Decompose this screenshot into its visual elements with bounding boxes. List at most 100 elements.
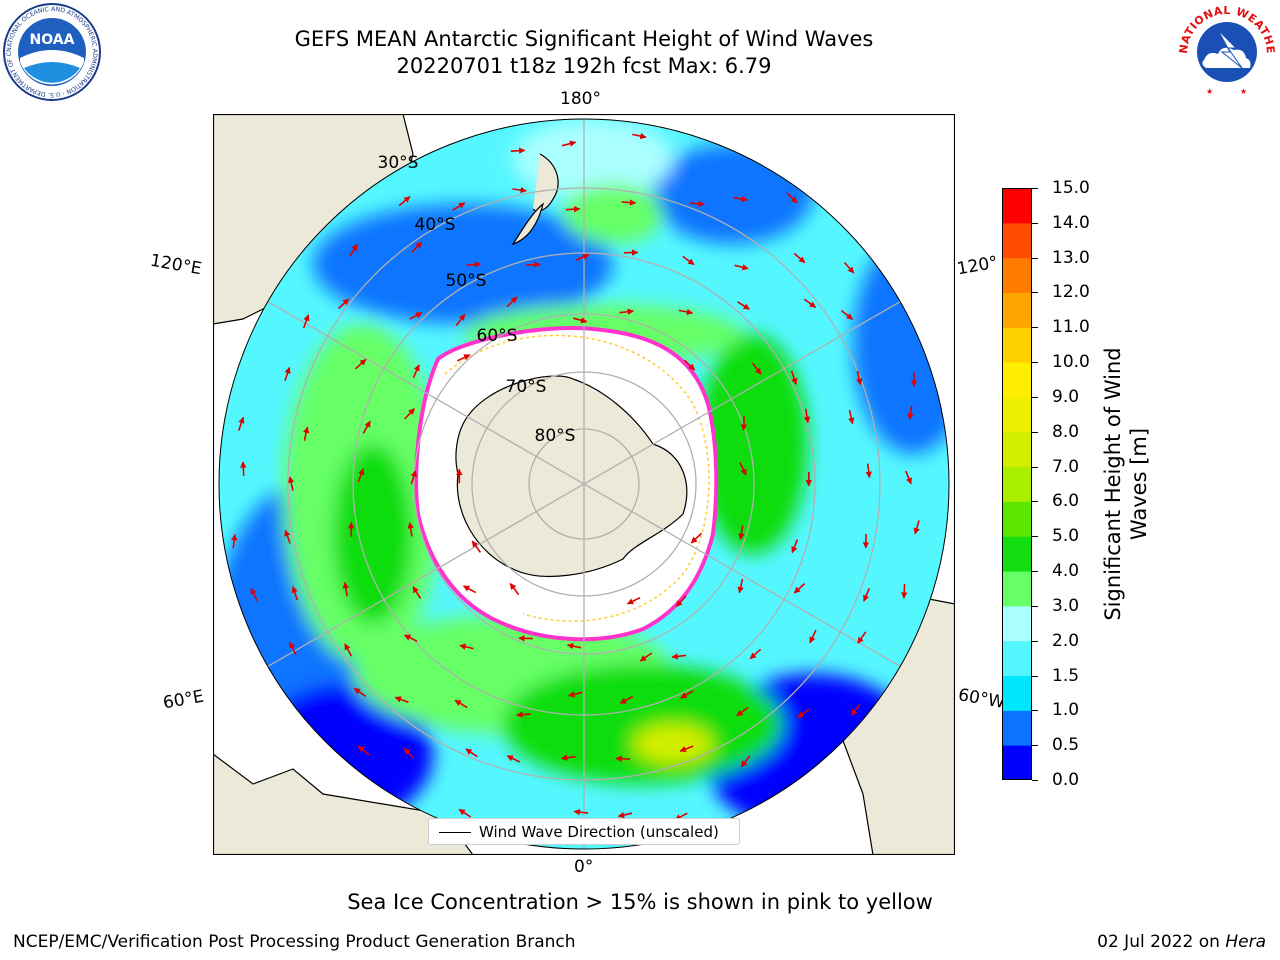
wave-direction-arrow	[690, 532, 703, 544]
wave-direction-arrow	[572, 317, 588, 324]
wave-direction-arrow	[250, 587, 258, 602]
wave-direction-arrow	[357, 468, 365, 483]
colorbar-segment	[1002, 222, 1032, 259]
colorbar-tick-mark	[1032, 571, 1038, 573]
colorbar-segment	[1002, 640, 1032, 677]
wave-direction-arrow	[291, 586, 298, 601]
wave-direction-arrow	[303, 426, 310, 441]
lon-label-120w: 120°	[955, 252, 1000, 280]
lat-label-50s: 50°S	[446, 271, 487, 291]
wave-direction-arrow	[857, 631, 867, 644]
colorbar-tick-label: 11.0	[1052, 317, 1090, 338]
wave-direction-arrow	[904, 470, 912, 485]
wave-direction-arrow	[410, 470, 417, 485]
wave-direction-arrow	[619, 308, 635, 315]
colorbar-tick-label: 9.0	[1052, 386, 1080, 407]
colorbar-tick-label: 1.5	[1052, 665, 1080, 686]
colorbar-tick-label: 0.5	[1052, 735, 1080, 756]
colorbar-segment	[1002, 501, 1032, 537]
colorbar-tick-mark	[1032, 745, 1038, 747]
wave-direction-arrow	[471, 540, 482, 553]
wave-direction-arrow	[349, 243, 359, 257]
colorbar-segment	[1002, 257, 1032, 293]
colorbar-tick-mark	[1032, 501, 1038, 503]
colorbar-tick-mark	[1032, 257, 1038, 259]
wave-direction-arrow	[671, 653, 687, 660]
colorbar-tick-mark	[1032, 362, 1038, 364]
wave-direction-arrow	[679, 745, 694, 753]
credit-text: NCEP/EMC/Verification Post Processing Pr…	[13, 932, 576, 952]
wave-direction-arrow	[516, 711, 531, 718]
wave-direction-arrow	[452, 202, 466, 211]
wave-direction-arrow	[506, 755, 521, 763]
wave-direction-arrow	[913, 520, 920, 535]
legend-label: Wind Wave Direction (unscaled)	[479, 823, 719, 841]
wave-direction-arrow	[412, 586, 422, 600]
colorbar-tick-mark	[1032, 605, 1038, 607]
wave-direction-arrow	[856, 370, 863, 386]
wave-direction-arrow	[342, 581, 349, 597]
colorbar-tick-mark	[1032, 675, 1038, 677]
wave-direction-arrow	[512, 186, 527, 194]
noaa-logo-icon: NATIONAL OCEANIC AND ATMOSPHERIC ADMINIS…	[2, 2, 101, 101]
colorbar-segment	[1002, 327, 1032, 363]
colorbar-tick-mark	[1032, 292, 1038, 294]
colorbar-tick-label: 13.0	[1052, 247, 1090, 268]
wave-direction-arrow	[678, 308, 694, 316]
wave-direction-arrow	[682, 255, 695, 266]
wave-direction-arrow	[573, 808, 589, 816]
colorbar-tick-label: 3.0	[1052, 595, 1080, 616]
colorbar-tick-mark	[1032, 327, 1038, 329]
colorbar-tick-label: 2.0	[1052, 630, 1080, 651]
colorbar-tick-label: 8.0	[1052, 421, 1080, 442]
wave-direction-arrow	[751, 362, 762, 375]
wave-direction-arrow	[459, 643, 474, 650]
wave-direction-arrow	[863, 587, 871, 602]
colorbar-tick-mark	[1032, 640, 1038, 642]
colorbar-segment	[1002, 675, 1032, 711]
colorbar-tick-label: 14.0	[1052, 212, 1090, 233]
wave-direction-arrow	[790, 370, 798, 385]
wave-direction-arrow	[337, 298, 350, 310]
lat-label-60s: 60°S	[477, 326, 518, 346]
wave-direction-arrow	[865, 463, 872, 479]
wave-direction-arrow	[841, 309, 854, 320]
wave-direction-arrow	[803, 408, 811, 424]
svg-text:★: ★	[1206, 87, 1213, 96]
wave-direction-arrow	[737, 578, 744, 594]
noaa-text: NOAA	[30, 32, 75, 48]
wave-direction-arrow	[354, 358, 367, 370]
wave-direction-arrow	[526, 261, 541, 268]
wave-direction-arrow	[797, 708, 810, 719]
wave-direction-arrow	[466, 261, 482, 268]
colorbar-tick-label: 12.0	[1052, 282, 1090, 303]
wave-direction-arrow	[617, 811, 633, 819]
wave-direction-arrow	[740, 755, 751, 768]
colorbar-tick-mark	[1032, 222, 1038, 224]
wave-direction-arrow	[843, 261, 855, 274]
wave-direction-arrow	[404, 408, 415, 420]
wave-direction-arrow	[509, 582, 520, 596]
wave-direction-arrow	[737, 301, 750, 310]
colorbar-frame	[1002, 188, 1032, 780]
wave-direction-arrow	[639, 652, 653, 662]
lat-label-70s: 70°S	[506, 377, 547, 397]
colorbar-label: Significant Height of Wind Waves [m]	[1101, 347, 1151, 621]
svg-text:★: ★	[1240, 87, 1247, 96]
wave-direction-arrow	[900, 584, 908, 599]
wave-direction-arrow	[568, 691, 583, 698]
graticule	[219, 119, 949, 849]
wave-direction-arrow	[738, 525, 745, 541]
wave-direction-arrow	[615, 755, 631, 762]
lat-label-30s: 30°S	[378, 153, 419, 173]
wave-direction-arrow	[739, 462, 747, 476]
wave-direction-arrow	[791, 539, 799, 554]
wave-direction-arrow	[284, 366, 291, 382]
wave-direction-arrow	[458, 808, 472, 818]
wave-direction-arrow	[626, 596, 641, 605]
wave-direction-arrow	[675, 595, 687, 607]
wave-direction-arrow	[803, 298, 817, 309]
wave-direction-arrow	[619, 695, 634, 705]
colorbar-segment	[1002, 396, 1032, 433]
colorbar-tick-mark	[1032, 431, 1038, 433]
